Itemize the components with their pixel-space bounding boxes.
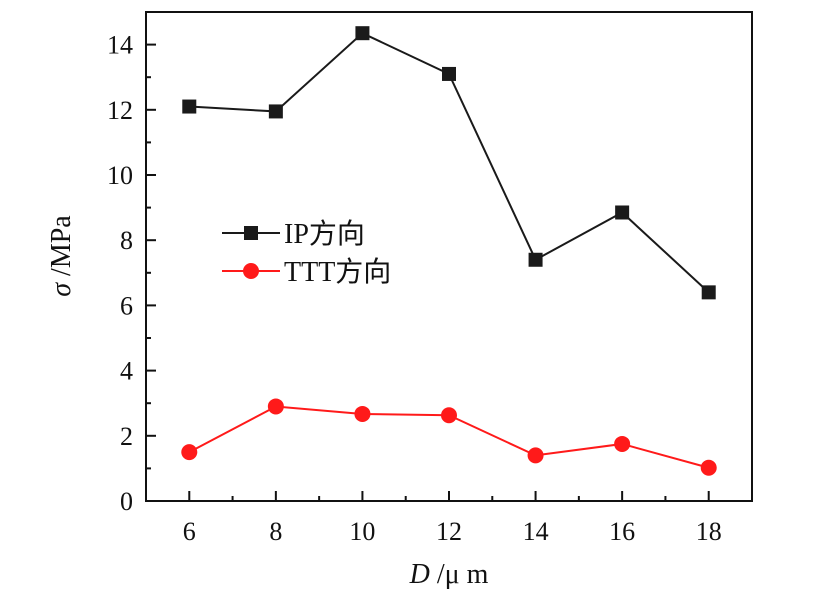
y-axis-ticks: 0 2 4 6 8 10 12 14 <box>107 31 156 516</box>
y-tick-label: 10 <box>107 161 133 190</box>
data-point-circle <box>181 444 198 461</box>
data-point-circle <box>614 435 631 452</box>
y-tick-label: 8 <box>120 226 133 255</box>
x-axis-label: D /μ m <box>409 559 489 590</box>
legend-label-ttt: TTT方向 <box>284 256 391 288</box>
x-tick-label: 18 <box>696 517 722 546</box>
y-tick-label: 0 <box>120 487 133 516</box>
x-axis-symbol: D <box>409 559 430 590</box>
x-tick-label: 10 <box>349 517 375 546</box>
legend-label-ip: IP方向 <box>284 218 365 250</box>
x-axis-unit: /μ m <box>430 559 489 590</box>
x-tick-label: 8 <box>269 517 282 546</box>
x-tick-label: 6 <box>183 517 196 546</box>
legend: IP方向 TTT方向 <box>222 218 391 288</box>
x-axis-ticks: 6 8 10 12 14 16 18 <box>145 491 753 546</box>
data-point-square <box>355 26 370 41</box>
data-point-square <box>615 205 630 220</box>
data-point-square <box>268 104 283 119</box>
legend-marker-ip <box>244 226 258 240</box>
x-tick-label: 12 <box>436 517 462 546</box>
y-axis-unit: /MPa <box>46 215 77 283</box>
y-tick-label: 12 <box>107 96 133 125</box>
data-point-square <box>442 66 456 81</box>
series-layer <box>181 26 717 476</box>
data-point-circle <box>527 447 544 464</box>
data-point-circle <box>267 398 284 415</box>
y-axis-symbol: σ <box>46 282 77 297</box>
data-point-square <box>182 99 197 114</box>
y-tick-label: 2 <box>120 422 133 451</box>
y-tick-label: 4 <box>120 357 133 386</box>
x-tick-label: 16 <box>609 517 635 546</box>
data-point-square <box>701 285 716 300</box>
legend-item-ip: IP方向 <box>222 218 365 250</box>
x-tick-label: 14 <box>523 517 549 546</box>
data-point-circle <box>354 405 371 422</box>
data-point-circle <box>700 459 717 476</box>
data-point-circle <box>441 407 457 424</box>
y-tick-label: 6 <box>120 291 133 320</box>
data-point-square <box>528 252 543 267</box>
y-tick-label: 14 <box>107 31 133 60</box>
legend-marker-ttt <box>243 263 259 279</box>
y-axis-label: σ /MPa <box>46 215 77 297</box>
legend-item-ttt: TTT方向 <box>222 256 391 288</box>
